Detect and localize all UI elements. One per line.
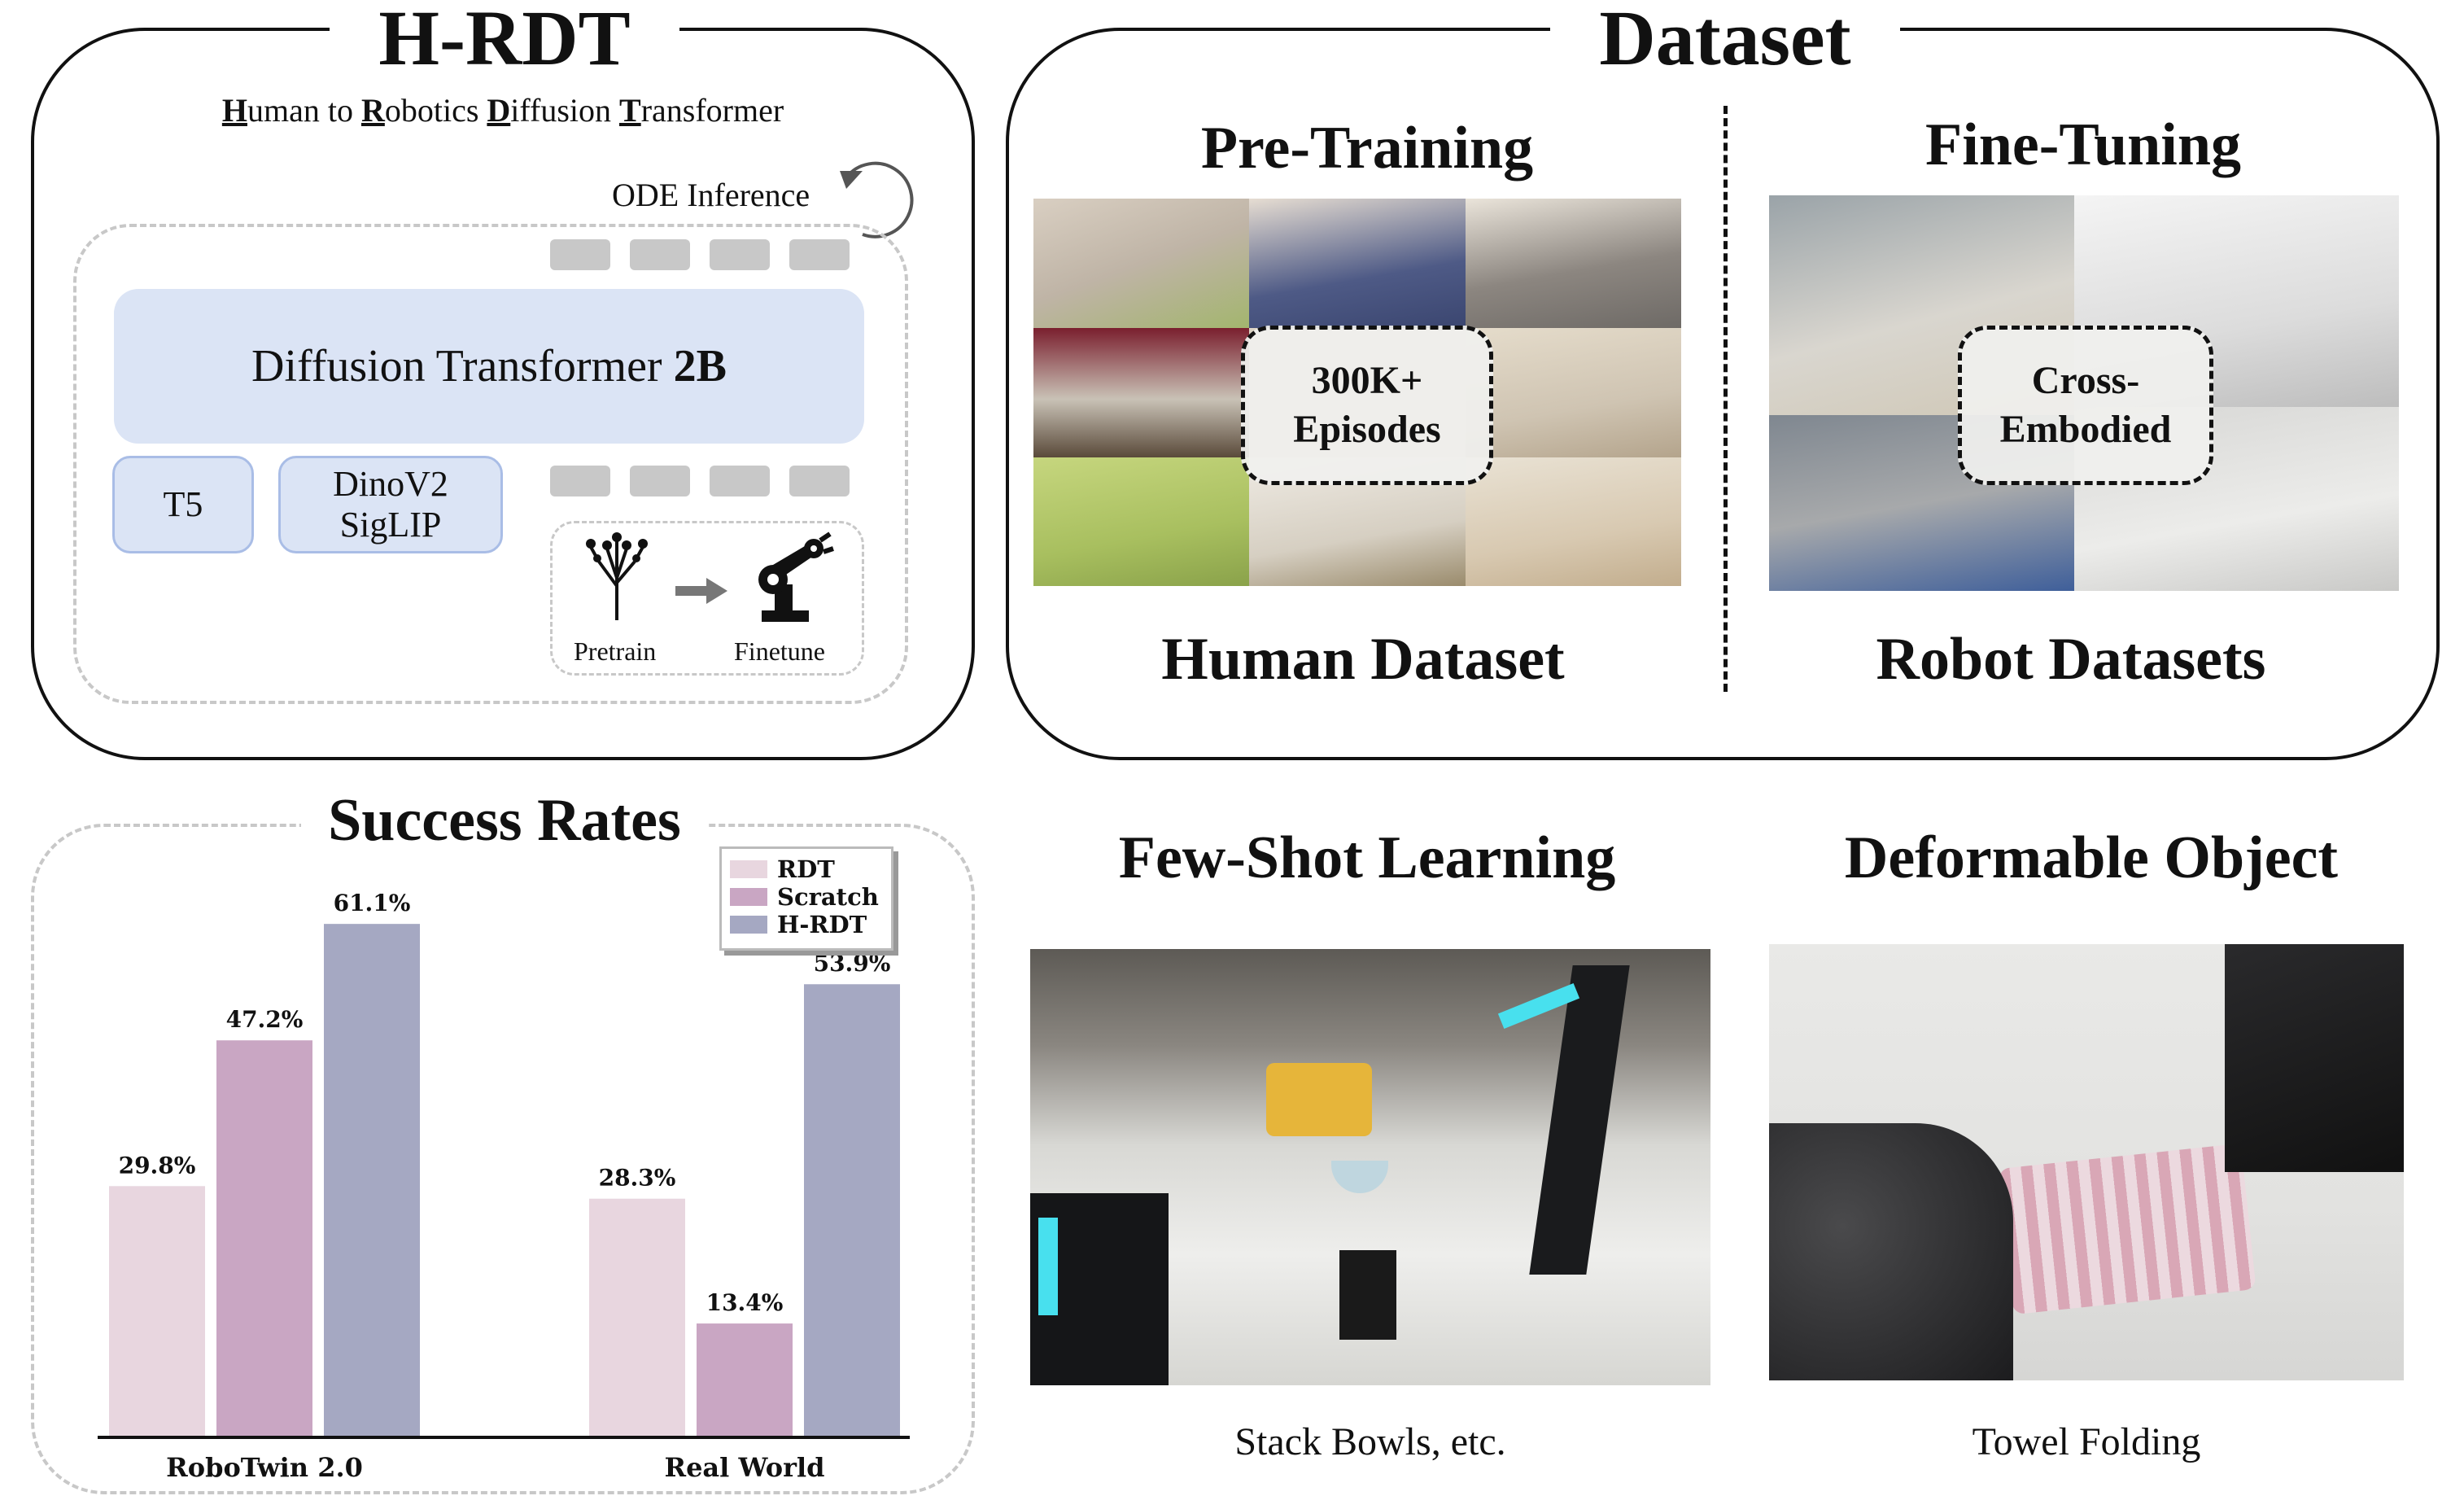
bar-rdt-1 [589,1198,685,1436]
human-dataset-caption: Human Dataset [1161,626,1565,693]
input-token [789,466,850,496]
pretraining-title: Pre-Training [1200,115,1534,182]
category-label: RoboTwin 2.0 [166,1452,363,1483]
gripper-right [2225,944,2404,1172]
human-photo [1033,328,1249,457]
episodes-badge-line-2: Episodes [1293,408,1441,451]
subtitle-part: Robotics [360,92,487,129]
legend-label: Scratch [777,883,879,911]
towel [1998,1143,2256,1315]
data-label: 13.4% [706,1289,784,1316]
t5-encoder: T5 [112,456,254,553]
arm-light [1038,1218,1058,1315]
finetuning-title: Fine-Tuning [1925,112,2241,178]
legend-swatch [730,888,767,906]
legend-label: H-RDT [777,911,867,938]
human-photo [1033,457,1249,586]
ode-inference-label: ODE Inference [612,177,810,213]
deformable-caption: Towel Folding [1972,1420,2201,1463]
episodes-badge-line-1: 300K+ [1311,359,1423,402]
dataset-divider [1723,106,1728,692]
robot-datasets-caption: Robot Datasets [1876,626,2266,693]
vision-encoder-label-2: SigLIP [339,505,442,545]
dataset-title: Dataset [1550,0,1900,83]
bar-rdt-0 [109,1186,205,1436]
subtitle-part: Human to [221,92,361,129]
data-label: 53.9% [814,950,891,977]
hrdt-title: H-RDT [330,0,679,83]
deformable-photo [1769,944,2404,1380]
category-label: Real World [664,1452,824,1483]
success-rates-title: Success Rates [301,781,708,859]
robot-arm-icon [758,531,834,622]
few-shot-photo [1030,949,1710,1385]
legend-item: Scratch [722,883,891,911]
legend-swatch [730,916,767,934]
chart-legend: RDT Scratch H-RDT [719,846,893,951]
transformer-size: 2B [673,341,727,391]
hrdt-subtitle: Human to Robotics Diffusion Transformer [0,91,1006,129]
output-token [789,239,850,270]
tray [1266,1063,1372,1136]
vision-encoder: DinoV2 SigLIP [278,456,503,553]
data-label: 61.1% [334,890,411,916]
arrow-right-icon [675,578,727,604]
finetune-label: Finetune [734,636,825,666]
output-token [630,239,690,270]
deformable-title: Deformable Object [1844,824,2339,891]
cross-embodied-badge: Cross- Embodied [1958,326,2213,485]
input-token [710,466,770,496]
few-shot-title: Few-Shot Learning [1118,824,1616,891]
data-label: 28.3% [599,1165,676,1192]
output-token [550,239,610,270]
t5-label: T5 [163,484,203,524]
bar-scratch-1 [697,1323,793,1436]
episodes-badge: 300K+ Episodes [1241,326,1493,485]
cross-embodied-line-2: Embodied [1999,408,2172,451]
output-token [710,239,770,270]
gripper-left [1769,1123,2013,1380]
human-photo [1466,457,1681,586]
tree-icon [586,532,648,620]
legend-label: RDT [777,855,835,883]
subtitle-part: Transformer [619,92,784,129]
human-photo [1249,199,1466,328]
legend-item: H-RDT [722,911,891,938]
human-photo [1466,328,1681,457]
bar-scratch-0 [216,1040,312,1436]
bowl [1331,1161,1388,1193]
legend-swatch [730,860,767,878]
human-photo [1033,199,1249,328]
pretrain-label: Pretrain [574,636,657,666]
diffusion-transformer-block: Diffusion Transformer 2B [114,289,864,444]
model-dashed-frame [73,224,908,704]
cross-embodied-line-1: Cross- [2031,359,2140,402]
data-label: 29.8% [119,1152,196,1179]
input-token [630,466,690,496]
bar-h-rdt-0 [324,924,420,1436]
bar-h-rdt-1 [804,984,900,1436]
success-rates-chart: 29.8% 28.3% 47.2% 13.4% 61.1% 53.9% RoboTwin 2… [98,890,910,1483]
subtitle-part: Diffusion [487,92,619,129]
data-label: 47.2% [226,1006,304,1033]
transformer-label: Diffusion Transformer [251,341,674,391]
input-token [550,466,610,496]
few-shot-caption: Stack Bowls, etc. [1234,1420,1506,1463]
training-stage-frame [550,521,864,676]
base-unit [1339,1250,1396,1340]
legend-item: RDT [722,855,891,883]
human-photo [1466,199,1681,328]
vision-encoder-label-1: DinoV2 [333,464,448,504]
